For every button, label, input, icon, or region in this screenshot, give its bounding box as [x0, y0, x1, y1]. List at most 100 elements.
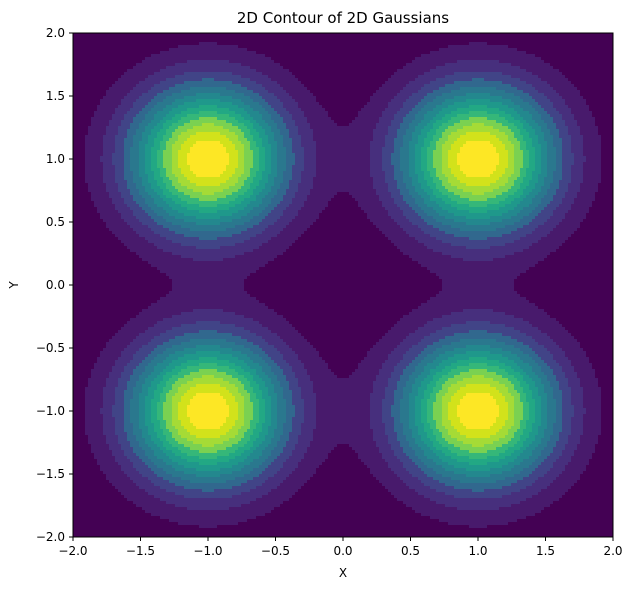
contour-cell: [103, 54, 107, 58]
contour-cell: [226, 51, 230, 55]
contour-cell: [559, 87, 563, 91]
contour-cell: [142, 54, 146, 58]
contour-cell: [325, 48, 329, 52]
contour-cell: [148, 93, 152, 97]
contour-cell: [346, 42, 350, 46]
contour-cell: [307, 96, 311, 100]
contour-cell: [529, 84, 533, 88]
contour-cell: [247, 39, 251, 43]
contour-cell: [178, 57, 182, 61]
contour-cell: [526, 75, 530, 79]
contour-cell: [490, 84, 494, 88]
contour-cell: [529, 81, 533, 85]
contour-cell: [160, 84, 164, 88]
contour-cell: [529, 60, 533, 64]
contour-cell: [85, 78, 89, 82]
contour-cell: [568, 96, 572, 100]
contour-cell: [349, 69, 353, 73]
contour-cell: [115, 84, 119, 88]
contour-cell: [208, 63, 212, 67]
contour-cell: [502, 81, 506, 85]
contour-cell: [217, 36, 221, 40]
contour-cell: [166, 45, 170, 49]
contour-cell: [376, 99, 380, 103]
contour-cell: [334, 48, 338, 52]
contour-cell: [544, 45, 548, 49]
contour-cell: [238, 33, 242, 37]
contour-cell: [391, 39, 395, 43]
contour-cell: [94, 60, 98, 64]
contour-cell: [547, 48, 551, 52]
contour-cell: [253, 36, 257, 40]
contour-cell: [418, 39, 422, 43]
contour-cell: [424, 90, 428, 94]
contour-cell: [157, 45, 161, 49]
contour-cell: [319, 54, 323, 58]
contour-cell: [574, 33, 578, 37]
contour-cell: [127, 33, 131, 37]
contour-cell: [217, 81, 221, 85]
contour-cell: [310, 51, 314, 55]
contour-cell: [589, 96, 593, 100]
contour-cell: [136, 45, 140, 49]
contour-cell: [319, 45, 323, 49]
contour-cell: [547, 96, 551, 100]
contour-cell: [265, 39, 269, 43]
contour-cell: [460, 45, 464, 49]
contour-cell: [568, 45, 572, 49]
contour-cell: [235, 45, 239, 49]
contour-cell: [388, 66, 392, 70]
contour-cell: [424, 33, 428, 37]
contour-cell: [271, 48, 275, 52]
contour-cell: [253, 57, 257, 61]
contour-cell: [355, 48, 359, 52]
contour-cell: [82, 90, 86, 94]
contour-cell: [592, 90, 596, 94]
contour-cell: [307, 36, 311, 40]
contour-cell: [394, 42, 398, 46]
contour-cell: [256, 42, 260, 46]
contour-cell: [178, 36, 182, 40]
contour-cell: [490, 54, 494, 58]
contour-cell: [394, 54, 398, 58]
contour-cell: [574, 96, 578, 100]
contour-cell: [355, 99, 359, 103]
contour-cell: [109, 63, 113, 67]
contour-cell: [136, 90, 140, 94]
contour-cell: [517, 33, 521, 37]
contour-cell: [142, 42, 146, 46]
contour-cell: [151, 42, 155, 46]
contour-cell: [103, 60, 107, 64]
contour-cell: [292, 39, 296, 43]
contour-cell: [583, 72, 587, 76]
contour-cell: [400, 36, 404, 40]
contour-cell: [382, 42, 386, 46]
contour-cell: [109, 39, 113, 43]
contour-cell: [544, 78, 548, 82]
contour-cell: [97, 51, 101, 55]
contour-cell: [520, 93, 524, 97]
contour-cell: [469, 36, 473, 40]
contour-cell: [565, 45, 569, 49]
contour-cell: [175, 45, 179, 49]
contour-cell: [550, 69, 554, 73]
contour-cell: [502, 51, 506, 55]
contour-cell: [118, 99, 122, 103]
contour-cell: [481, 90, 485, 94]
contour-cell: [421, 36, 425, 40]
contour-cell: [406, 72, 410, 76]
contour-cell: [235, 81, 239, 85]
contour-cell: [304, 90, 308, 94]
contour-cell: [442, 66, 446, 70]
contour-cell: [202, 72, 206, 76]
contour-cell: [100, 51, 104, 55]
contour-cell: [478, 39, 482, 43]
contour-cell: [160, 36, 164, 40]
contour-cell: [319, 48, 323, 52]
contour-cell: [85, 99, 89, 103]
contour-cell: [505, 81, 509, 85]
contour-cell: [322, 51, 326, 55]
contour-cell: [247, 87, 251, 91]
contour-cell: [85, 45, 89, 49]
contour-cell: [256, 90, 260, 94]
